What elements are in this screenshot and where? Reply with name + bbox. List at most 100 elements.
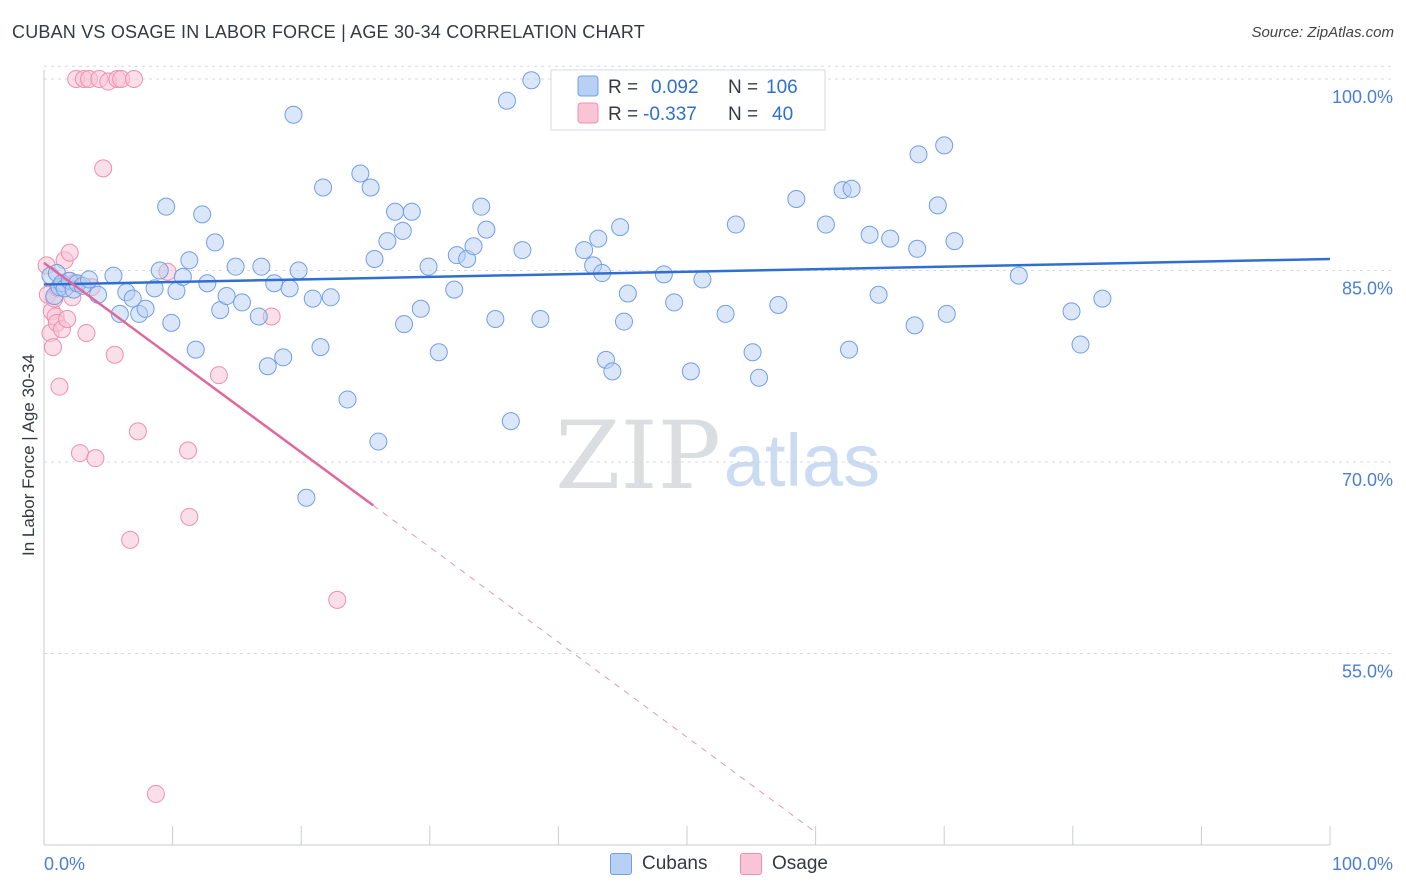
top-legend-osage-swatch: [577, 102, 599, 124]
cuban-point: [486, 310, 505, 329]
cuban-point: [575, 241, 594, 260]
cuban-point: [840, 340, 859, 359]
cuban-point: [816, 215, 835, 234]
cuban-point: [80, 270, 99, 289]
osage-point: [94, 159, 113, 178]
osage-point: [50, 377, 69, 396]
top-legend-cubans-n-label: N =: [728, 77, 758, 98]
legend-label-cubans: Cubans: [642, 853, 708, 874]
x-tick-label: 0.0%: [44, 854, 85, 874]
cuban-point: [402, 202, 421, 221]
cuban-point: [206, 233, 225, 252]
osage-point: [77, 324, 96, 343]
osage-point: [60, 243, 79, 262]
cuban-point: [445, 280, 464, 299]
top-legend-osage-r-value: -0.337: [643, 104, 697, 125]
top-legend-cubans-r-value: 0.092: [651, 77, 699, 98]
cuban-point: [769, 295, 788, 314]
cuban-point: [860, 225, 879, 244]
y-tick-label: 85.0%: [1342, 279, 1393, 299]
cuban-point: [361, 178, 380, 197]
cuban-point: [531, 310, 550, 329]
cuban-point: [157, 197, 176, 216]
osage-point: [128, 422, 147, 441]
cuban-point: [395, 315, 414, 334]
legend-item-osage: Osage: [740, 853, 828, 875]
cuban-point: [186, 340, 205, 359]
osage-trend-extension: [372, 505, 816, 833]
cuban-point: [284, 105, 303, 124]
top-legend-cubans-swatch: [577, 75, 599, 97]
cuban-point: [589, 229, 608, 248]
cuban-point: [614, 312, 633, 331]
cuban-point: [274, 348, 293, 367]
cuban-point: [378, 232, 397, 251]
osage-point: [58, 310, 77, 329]
cuban-point: [472, 197, 491, 216]
x-tick-label: 100.0%: [1332, 854, 1393, 874]
osage-trend-line: [43, 261, 374, 507]
legend-label-osage: Osage: [772, 853, 828, 874]
y-axis-title: In Labor Force | Age 30-34: [19, 354, 38, 556]
cuban-point: [429, 343, 448, 362]
source-label: Source: ZipAtlas.com: [1251, 24, 1394, 41]
osage-points: [37, 70, 347, 803]
osage-point: [86, 449, 105, 468]
cuban-point: [743, 343, 762, 362]
osage-point: [328, 590, 347, 609]
cuban-point: [611, 218, 630, 237]
watermark-zip: ZIP: [555, 402, 721, 511]
cuban-point: [280, 279, 299, 298]
cuban-point: [217, 287, 236, 306]
top-legend-osage-n-value: 40: [772, 104, 793, 125]
cubans-trend-line: [43, 257, 1331, 286]
cuban-point: [411, 299, 430, 318]
watermark: ZIP atlas: [555, 402, 880, 511]
y-tick-label: 55.0%: [1342, 662, 1393, 682]
cuban-point: [289, 261, 308, 280]
cuban-point: [842, 179, 861, 198]
chart-title: CUBAN VS OSAGE IN LABOR FORCE | AGE 30-3…: [12, 22, 645, 42]
cuban-point: [249, 307, 268, 326]
cuban-point: [314, 178, 333, 197]
cuban-point: [136, 299, 155, 318]
top-legend-osage-r-label: R =: [608, 104, 638, 125]
cuban-point: [928, 196, 947, 215]
cubans-swatch: [610, 853, 632, 875]
tick-labels: 55.0% 70.0% 85.0% 100.0% 0.0% 100.0%: [44, 87, 1393, 874]
cuban-point: [351, 164, 370, 183]
cuban-point: [252, 257, 271, 276]
osage-point: [146, 784, 165, 803]
top-legend: R = 0.092 N = 106 R = -0.337 N = 40: [550, 69, 826, 131]
cuban-point: [104, 266, 123, 285]
cuban-point: [464, 237, 483, 256]
cuban-point: [726, 215, 745, 234]
cuban-point: [386, 202, 405, 221]
osage-swatch: [740, 853, 762, 875]
cuban-point: [311, 338, 330, 357]
cuban-point: [869, 285, 888, 304]
cuban-point: [150, 261, 169, 280]
cuban-point: [297, 488, 316, 507]
axes: [43, 70, 1331, 846]
cuban-point: [369, 432, 388, 451]
cuban-point: [180, 251, 199, 270]
cuban-point: [665, 293, 684, 312]
cuban-point: [945, 232, 964, 251]
cuban-point: [1093, 289, 1112, 308]
cuban-point: [937, 304, 956, 323]
osage-point: [105, 345, 124, 364]
cuban-point: [123, 289, 142, 308]
cuban-point: [321, 288, 340, 307]
top-legend-cubans-r-label: R =: [608, 77, 638, 98]
cuban-point: [654, 265, 673, 284]
cuban-point: [338, 390, 357, 409]
cuban-point: [233, 293, 252, 312]
cuban-point: [693, 270, 712, 289]
watermark-atlas: atlas: [724, 419, 880, 502]
y-tick-label: 100.0%: [1332, 87, 1393, 107]
cuban-point: [935, 136, 954, 155]
trend-lines: [43, 257, 1331, 833]
cuban-point: [750, 368, 769, 387]
cuban-point: [513, 241, 532, 260]
